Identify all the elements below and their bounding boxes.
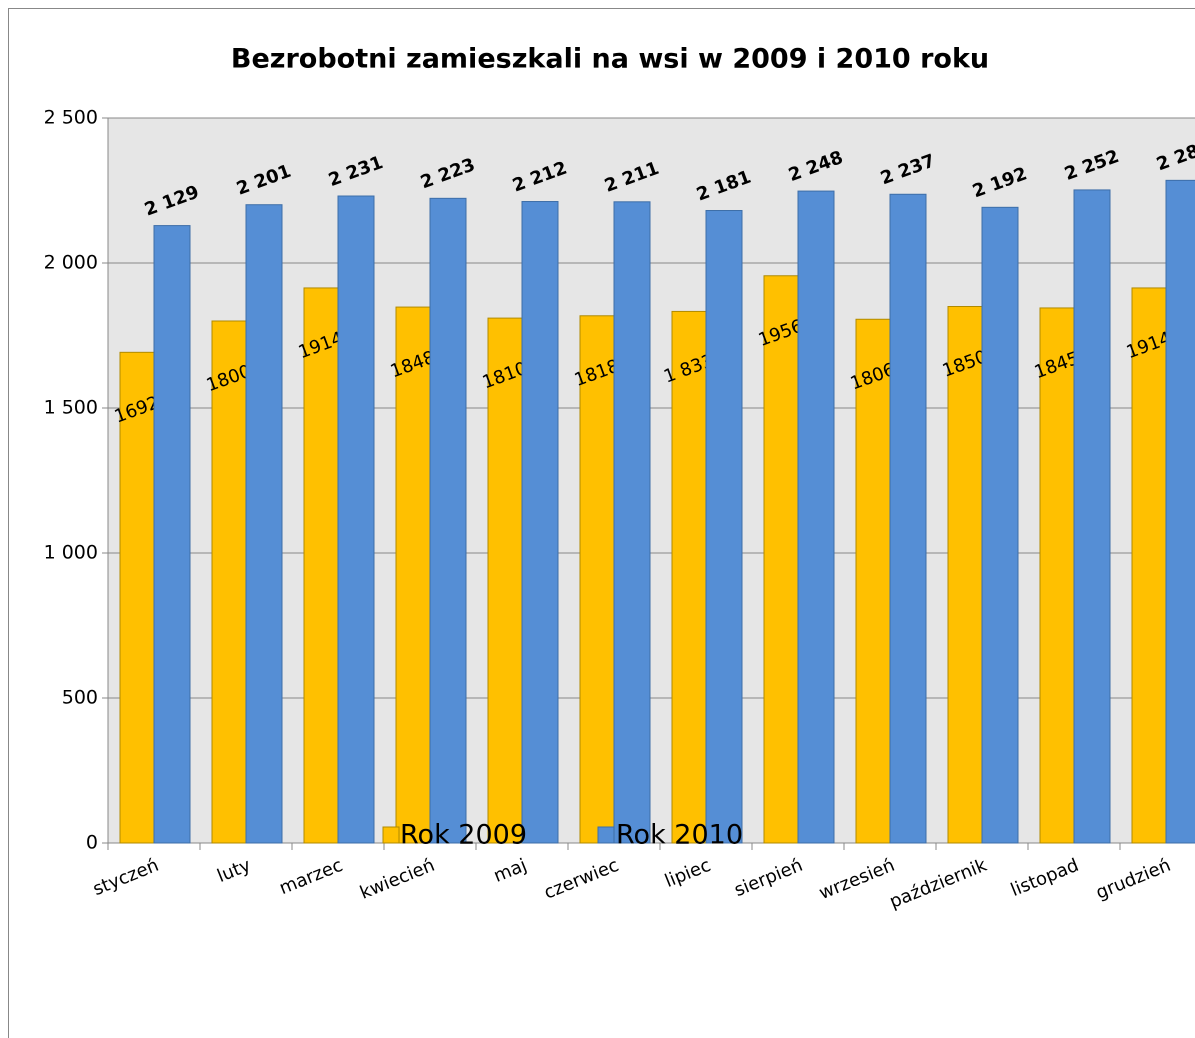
y-tick-label: 2 000 (44, 252, 98, 274)
bar (1039, 307, 1075, 844)
bar (119, 351, 155, 844)
bar (395, 306, 431, 844)
bar (1165, 179, 1195, 844)
y-tick-label: 2 500 (44, 107, 98, 129)
bar (705, 210, 743, 844)
bar (245, 204, 283, 844)
bar (521, 201, 559, 844)
bar (153, 225, 191, 844)
bar (671, 310, 707, 844)
bar (947, 306, 983, 844)
bar (981, 206, 1019, 844)
bar (1131, 287, 1167, 844)
y-tick-label: 500 (62, 687, 98, 709)
bar (613, 201, 651, 844)
bar (1073, 189, 1111, 844)
bar (337, 195, 375, 844)
bar (889, 193, 927, 844)
bar (303, 287, 339, 844)
y-tick-label: 1 500 (44, 397, 98, 419)
y-tick-label: 1 000 (44, 542, 98, 564)
bar (797, 190, 835, 844)
bar (579, 315, 615, 844)
y-tick-label: 0 (86, 832, 98, 854)
legend-label: Rok 2009 (400, 820, 527, 851)
bar (487, 317, 523, 844)
bar (211, 320, 247, 844)
legend-label: Rok 2010 (616, 820, 743, 851)
bar (763, 275, 799, 844)
bar (855, 318, 891, 844)
legend-swatch (382, 826, 400, 844)
bar (429, 197, 467, 844)
legend-swatch (597, 826, 615, 844)
chart-title: Bezrobotni zamieszkali na wsi w 2009 i 2… (231, 44, 989, 75)
